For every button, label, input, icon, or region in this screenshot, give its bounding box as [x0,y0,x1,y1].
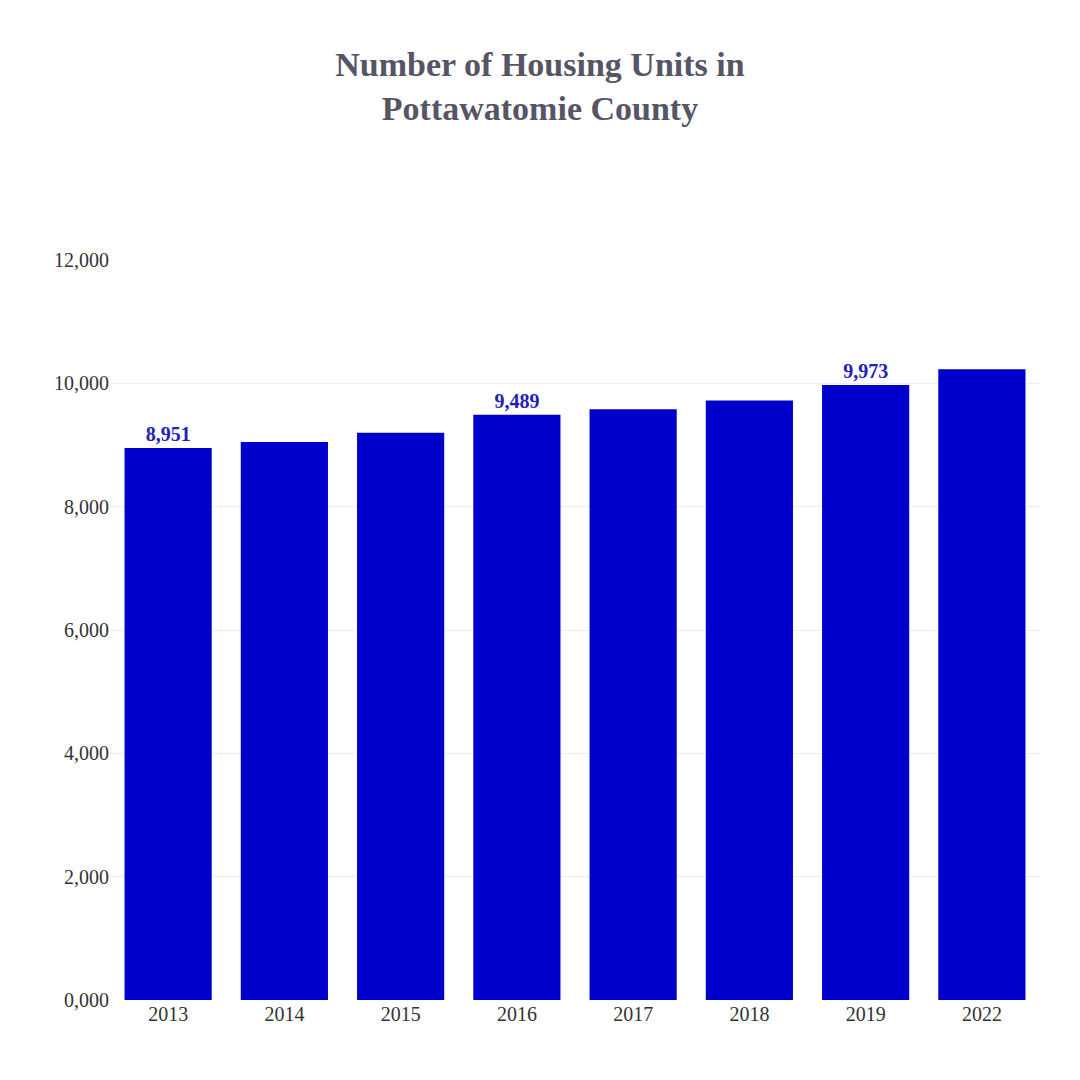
svg-text:8,000: 8,000 [64,496,109,518]
svg-text:2013: 2013 [148,1003,188,1025]
svg-text:9,489: 9,489 [494,390,539,412]
svg-text:2022: 2022 [962,1003,1002,1025]
svg-text:8,951: 8,951 [146,423,191,445]
svg-text:9,973: 9,973 [843,360,888,382]
svg-text:6,000: 6,000 [64,619,109,641]
svg-text:2018: 2018 [729,1003,769,1025]
svg-text:4,000: 4,000 [64,742,109,764]
svg-text:2019: 2019 [846,1003,886,1025]
svg-text:2015: 2015 [381,1003,421,1025]
svg-text:12,000: 12,000 [54,249,109,271]
svg-text:10,000: 10,000 [54,372,109,394]
svg-text:0,000: 0,000 [64,989,109,1011]
svg-text:2014: 2014 [264,1003,304,1025]
svg-text:2,000: 2,000 [64,866,109,888]
svg-text:2016: 2016 [497,1003,537,1025]
svg-text:2017: 2017 [613,1003,653,1025]
svg-text:Number of Housing Units inPott: Number of Housing Units inPottawatomie C… [335,46,744,127]
